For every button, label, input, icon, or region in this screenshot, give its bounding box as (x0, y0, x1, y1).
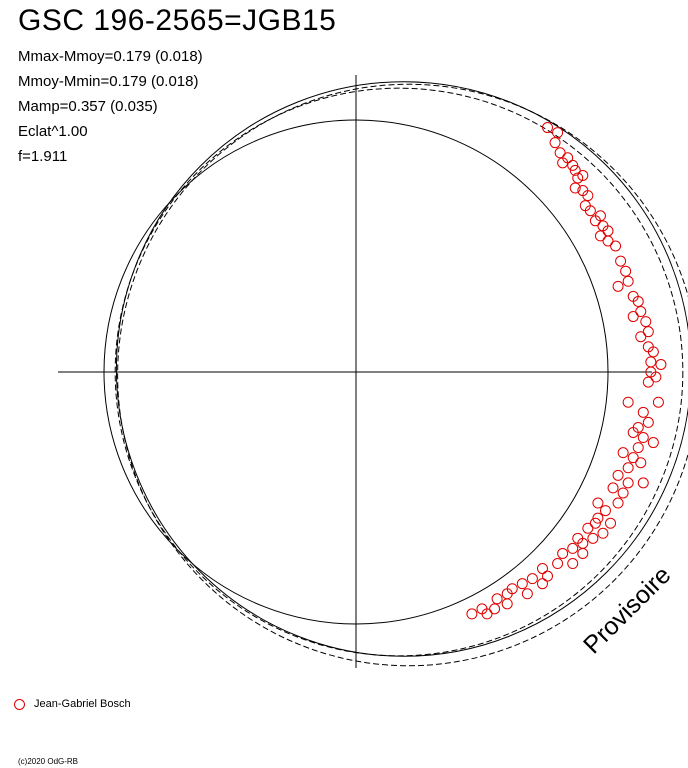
data-point-62 (605, 517, 617, 529)
data-point-65 (597, 527, 609, 539)
data-point-55 (637, 477, 649, 489)
data-point-76 (526, 573, 538, 585)
data-point-54 (622, 477, 634, 489)
data-point-42 (637, 406, 649, 418)
data-point-41 (652, 396, 664, 408)
stat-mamp: Mamp=0.357 (0.035) (18, 98, 158, 115)
data-point-59 (612, 497, 624, 509)
fit-curve-2 (117, 83, 688, 667)
stat-mmoy-mmin: Mmoy-Mmin=0.179 (0.018) (18, 73, 199, 90)
reference-circle (103, 119, 609, 625)
data-point-29 (627, 311, 639, 323)
data-point-70 (577, 547, 589, 559)
data-point-74 (536, 563, 548, 575)
data-point-28 (635, 306, 647, 318)
data-point-30 (640, 316, 652, 328)
data-point-63 (589, 517, 601, 529)
data-point-19 (594, 230, 606, 242)
fit-curve-0 (115, 81, 688, 657)
data-point-84 (489, 603, 501, 615)
data-point-69 (567, 542, 579, 554)
data-point-16 (589, 215, 601, 227)
data-point-14 (584, 205, 596, 217)
data-point-49 (617, 447, 629, 459)
data-point-67 (587, 532, 599, 544)
data-point-48 (632, 442, 644, 454)
data-point-27 (632, 295, 644, 307)
data-point-64 (582, 522, 594, 534)
data-point-10 (569, 182, 581, 194)
data-point-0 (542, 122, 554, 134)
data-point-47 (647, 437, 659, 449)
data-point-80 (521, 588, 533, 600)
data-point-25 (612, 280, 624, 292)
data-point-77 (536, 578, 548, 590)
data-point-7 (569, 164, 581, 176)
data-point-2 (549, 137, 561, 149)
data-point-43 (642, 416, 654, 428)
data-point-34 (647, 346, 659, 358)
data-point-31 (642, 326, 654, 338)
data-point-46 (637, 432, 649, 444)
data-point-39 (642, 376, 654, 388)
data-point-71 (557, 547, 569, 559)
data-point-22 (615, 255, 627, 267)
stat-eclat: Eclat^1.00 (18, 123, 88, 140)
chart-title: GSC 196-2565=JGB15 (18, 4, 337, 37)
stat-mmax-mmoy: Mmax-Mmoy=0.179 (0.018) (18, 48, 203, 65)
data-point-20 (602, 235, 614, 247)
data-point-12 (582, 190, 594, 202)
data-point-9 (577, 169, 589, 181)
data-point-56 (607, 482, 619, 494)
data-point-86 (481, 608, 493, 620)
copyright: (c)2020 OdG-RB (18, 757, 79, 766)
data-point-23 (620, 265, 632, 277)
data-point-3 (554, 147, 566, 159)
fit-curve-1 (114, 87, 684, 657)
data-point-8 (572, 172, 584, 184)
data-point-82 (491, 593, 503, 605)
data-point-35 (645, 356, 657, 368)
data-point-36 (655, 358, 667, 370)
legend-marker-icon (14, 698, 25, 710)
stat-frequency: f=1.911 (18, 148, 68, 165)
legend-label: Jean-Gabriel Bosch (34, 698, 131, 710)
data-point-83 (501, 598, 513, 610)
stats-block: Mmax-Mmoy=0.179 (0.018) Mmoy-Mmin=0.179 … (18, 44, 203, 169)
data-point-6 (567, 159, 579, 171)
data-point-72 (567, 558, 579, 570)
data-point-61 (592, 512, 604, 524)
data-point-32 (635, 331, 647, 343)
data-point-38 (650, 371, 662, 383)
data-point-50 (627, 452, 639, 464)
data-point-52 (622, 462, 634, 474)
data-point-53 (612, 469, 624, 481)
data-point-75 (542, 570, 554, 582)
data-point-78 (516, 578, 528, 590)
data-point-1 (552, 127, 564, 139)
legend: Jean-Gabriel Bosch (14, 698, 131, 710)
data-point-24 (622, 275, 634, 287)
data-point-21 (610, 240, 622, 252)
data-point-45 (627, 426, 639, 438)
data-point-51 (635, 457, 647, 469)
data-point-73 (552, 558, 564, 570)
data-point-58 (592, 497, 604, 509)
data-point-60 (599, 505, 611, 517)
data-point-57 (617, 487, 629, 499)
data-point-5 (562, 152, 574, 164)
data-point-87 (466, 608, 478, 620)
data-point-40 (622, 396, 634, 408)
